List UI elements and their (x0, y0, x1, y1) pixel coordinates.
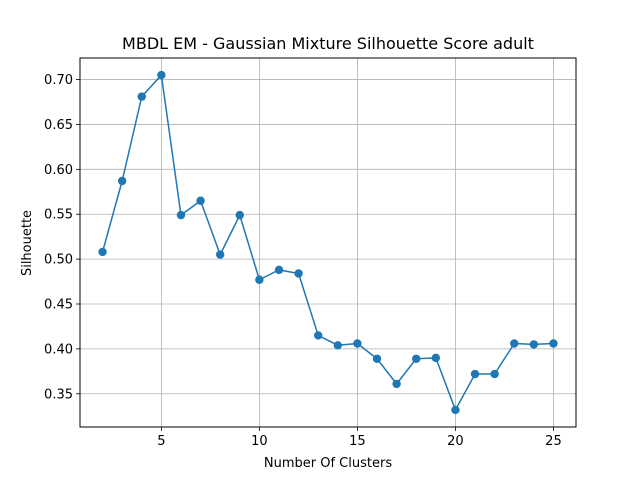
data-point (255, 275, 264, 284)
y-tick-label: 0.55 (44, 208, 73, 223)
data-point (549, 339, 558, 348)
y-tick-label: 0.50 (44, 253, 73, 268)
y-tick-label: 0.60 (44, 163, 73, 178)
data-point (470, 369, 480, 379)
x-axis: 5 10 15 20 25 (157, 427, 562, 449)
y-axis: 0.35 0.40 0.45 0.50 0.55 0.60 0.65 0.70 (44, 73, 80, 402)
data-point (451, 405, 460, 415)
x-tick-label: 5 (157, 434, 165, 449)
data-point (490, 369, 499, 379)
data-point (117, 176, 127, 186)
data-point (510, 339, 519, 348)
data-point (313, 331, 323, 340)
data-point (98, 247, 107, 257)
x-tick-label: 10 (251, 434, 268, 449)
y-tick-label: 0.35 (44, 387, 73, 402)
data-point (235, 210, 244, 220)
data-point (294, 269, 303, 278)
x-tick-label: 20 (447, 434, 464, 449)
x-tick-label: 25 (545, 434, 562, 449)
y-tick-label: 0.45 (44, 298, 73, 313)
data-point (176, 210, 186, 220)
data-point (137, 92, 146, 101)
y-tick-label: 0.70 (44, 73, 73, 88)
data-point (274, 265, 284, 275)
data-point (215, 250, 225, 259)
data-point (529, 340, 539, 349)
data-point (353, 339, 362, 348)
y-tick-label: 0.40 (44, 342, 73, 357)
data-point (196, 196, 205, 205)
data-point (333, 341, 343, 350)
grid (80, 58, 576, 427)
plot-frame (79, 57, 577, 428)
data-point (431, 353, 441, 363)
chart-title: MBDL EM - Gaussian Mixture Silhouette Sc… (122, 34, 534, 53)
plot-area (98, 70, 558, 415)
x-axis-label: Number Of Clusters (264, 456, 392, 471)
x-tick-label: 15 (349, 434, 366, 449)
y-axis-label: Silhouette (20, 210, 35, 276)
y-tick-label: 0.65 (44, 118, 73, 133)
data-point (372, 354, 382, 363)
data-point (412, 354, 421, 363)
data-point (157, 70, 166, 80)
data-point (392, 379, 401, 389)
